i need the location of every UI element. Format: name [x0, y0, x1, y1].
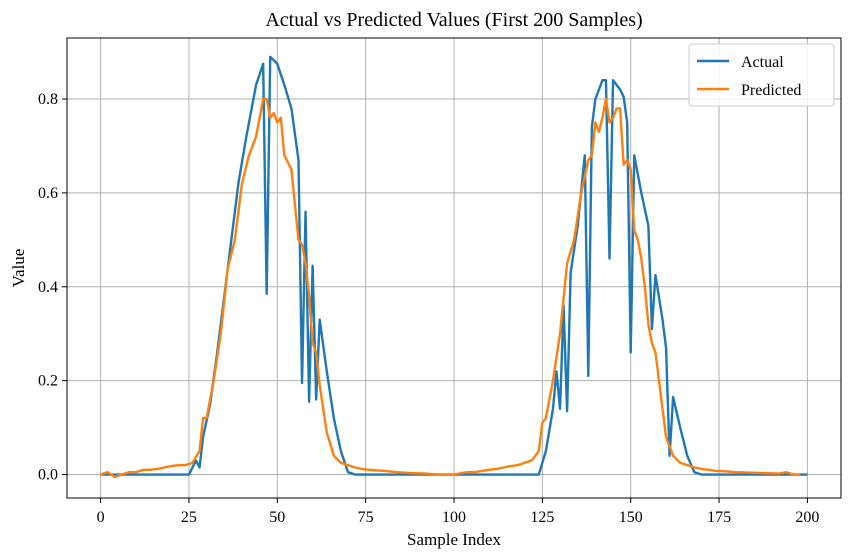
x-tick-label: 150	[619, 509, 643, 526]
x-tick-label: 200	[795, 509, 819, 526]
y-tick-label: 0.2	[38, 373, 58, 390]
x-tick-label: 100	[442, 509, 466, 526]
chart-title: Actual vs Predicted Values (First 200 Sa…	[265, 9, 642, 31]
grid-lines	[67, 38, 841, 498]
series-layer	[100, 55, 808, 479]
series-line-actual	[100, 55, 808, 476]
axis-ticks: 0 25 50 75 100 125 150 175 200 0.0 0.2 0.4 0.6 0.8	[38, 91, 819, 526]
y-tick-label: 0.6	[38, 185, 58, 202]
x-tick-label: 75	[358, 509, 374, 526]
legend: Actual Predicted	[688, 43, 835, 107]
legend-box	[688, 43, 835, 107]
x-tick-label: 50	[269, 509, 285, 526]
legend-label-predicted: Predicted	[741, 82, 801, 99]
y-axis-label: Value	[9, 249, 28, 288]
y-tick-label: 0.4	[38, 279, 58, 296]
x-axis-label: Sample Index	[407, 530, 501, 549]
series-line-predicted	[100, 97, 801, 479]
y-tick-label: 0.0	[38, 467, 58, 484]
y-tick-label: 0.8	[38, 91, 58, 108]
x-tick-label: 175	[707, 509, 731, 526]
x-tick-label: 25	[181, 509, 197, 526]
legend-label-actual: Actual	[741, 54, 784, 71]
x-tick-label: 0	[97, 509, 105, 526]
x-tick-label: 125	[530, 509, 554, 526]
